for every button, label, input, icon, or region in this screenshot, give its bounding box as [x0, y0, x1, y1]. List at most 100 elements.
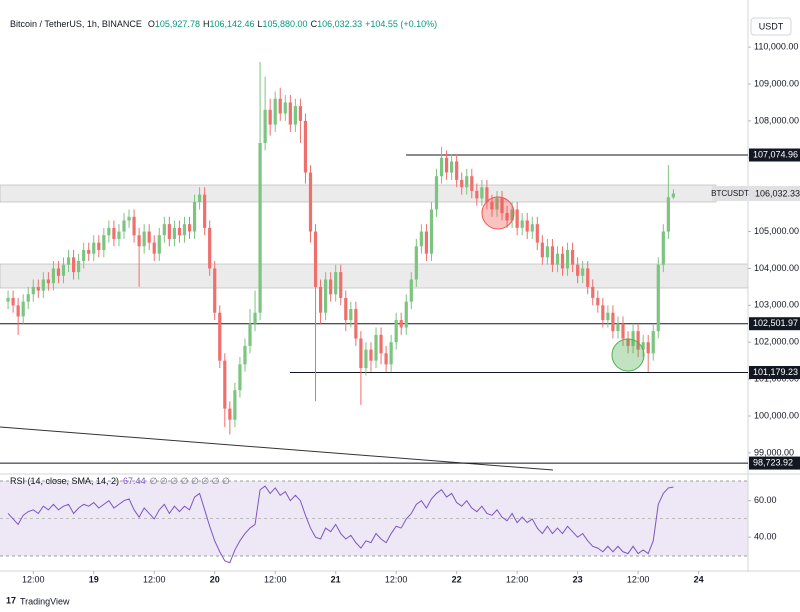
candle-body: [581, 268, 585, 276]
symbol-tag-label: BTCUSDT: [711, 189, 749, 198]
y-tick-label: 105,000.00: [754, 226, 799, 236]
candle-body: [263, 109, 267, 144]
candle-body: [500, 198, 504, 214]
candle-body: [198, 194, 202, 203]
candle-body: [238, 364, 242, 391]
candle-body: [394, 320, 398, 343]
candle-body: [465, 176, 469, 188]
candle-body: [444, 157, 449, 173]
x-tick-label: 24: [694, 574, 704, 584]
candle-body: [334, 272, 338, 295]
candle-body: [591, 286, 595, 298]
candle-body: [490, 202, 494, 210]
last-price-label: 106,032.33: [755, 188, 800, 198]
candle-body: [208, 227, 212, 269]
ohlc-key: L: [258, 19, 263, 29]
candle-body: [596, 297, 600, 306]
level-label-box: [749, 317, 800, 331]
rsi-y-tick-label: 40.00: [754, 532, 777, 542]
candle-body: [379, 334, 383, 354]
candle-body: [87, 249, 91, 254]
candle-body: [6, 297, 10, 302]
candle-body: [97, 242, 101, 250]
level-label: 98,723.92: [753, 457, 793, 467]
candle-body: [92, 242, 96, 254]
marker-circle: [611, 338, 645, 372]
candle-body: [36, 286, 40, 291]
rsi-placeholder: ∅ ∅ ∅ ∅ ∅ ∅ ∅ ∅: [150, 476, 230, 486]
candle-body: [515, 209, 519, 228]
y-tick-label: 103,000.00: [754, 300, 799, 310]
candle-body: [182, 224, 187, 236]
candle-body: [354, 309, 358, 339]
candle-body: [192, 202, 197, 232]
candle-body: [82, 249, 86, 262]
y-tick-label: 109,000.00: [754, 78, 799, 88]
x-tick-label: 20: [210, 574, 220, 584]
candle-body: [127, 216, 131, 221]
candle-body: [409, 279, 413, 302]
rsi-last: 67.44: [123, 476, 146, 486]
candle-body: [218, 312, 222, 361]
candle-body: [389, 342, 393, 365]
candle-body: [117, 231, 121, 239]
candle-body: [359, 338, 363, 369]
candle-body: [132, 216, 136, 236]
header: Bitcoin / TetherUS, 1h, BINANCE O105,927.…: [10, 19, 437, 29]
candle-body: [223, 360, 227, 409]
candle-body: [142, 231, 146, 247]
candle-body: [344, 297, 348, 321]
currency-button[interactable]: [750, 17, 792, 36]
marks: [0, 46, 751, 574]
candle-body: [621, 323, 625, 339]
candle-body: [61, 264, 66, 276]
candle-body: [167, 224, 171, 239]
candle-body: [51, 268, 56, 284]
candle-body: [404, 301, 408, 328]
candle-body: [560, 253, 565, 269]
logo-icon: 17: [6, 595, 16, 605]
candle-body: [313, 231, 318, 287]
candle-body: [364, 349, 368, 369]
symbol-title: Bitcoin / TetherUS, 1h, BINANCE: [10, 19, 142, 29]
ohlc-value: 105,927.78: [155, 19, 200, 29]
candle-body: [520, 220, 524, 228]
candle-body: [71, 257, 76, 273]
candle-body: [586, 268, 590, 287]
candle-body: [102, 235, 106, 250]
x-tick-label: 12:00: [385, 574, 408, 584]
candle-body: [550, 246, 555, 265]
currency-label[interactable]: USDT: [759, 21, 784, 31]
candle-body: [339, 272, 343, 298]
candle-body: [298, 106, 303, 121]
candle-body: [570, 249, 575, 265]
candle-body: [374, 334, 378, 361]
x-tick-label: 12:00: [143, 574, 166, 584]
candle-body: [41, 279, 45, 291]
ohlc-key: H: [203, 19, 210, 29]
candle-body: [203, 194, 207, 228]
candle-body: [510, 209, 514, 221]
candle-body: [495, 198, 499, 210]
candle-body: [273, 98, 277, 125]
candle-body: [656, 264, 660, 332]
candle-body: [565, 249, 570, 269]
candle-body: [308, 172, 313, 232]
ohlc-value: 105,880.00: [263, 19, 308, 29]
candle-body: [535, 224, 539, 243]
x-tick-label: 12:00: [506, 574, 529, 584]
candle-body: [576, 264, 580, 276]
candle-body: [419, 231, 423, 247]
level-label: 101,179.23: [753, 367, 798, 377]
candle-body: [177, 227, 182, 236]
candle-body: [233, 390, 237, 420]
candle-body: [56, 268, 61, 276]
candle-body: [450, 161, 454, 173]
candle-body: [293, 106, 297, 125]
level-label: 107,074.96: [753, 149, 798, 159]
rsi-name: RSI (14, close, SMA, 14, 2): [10, 476, 119, 486]
candle-body: [278, 98, 282, 114]
rsi-line: [7, 485, 674, 564]
candle-body: [283, 102, 287, 114]
